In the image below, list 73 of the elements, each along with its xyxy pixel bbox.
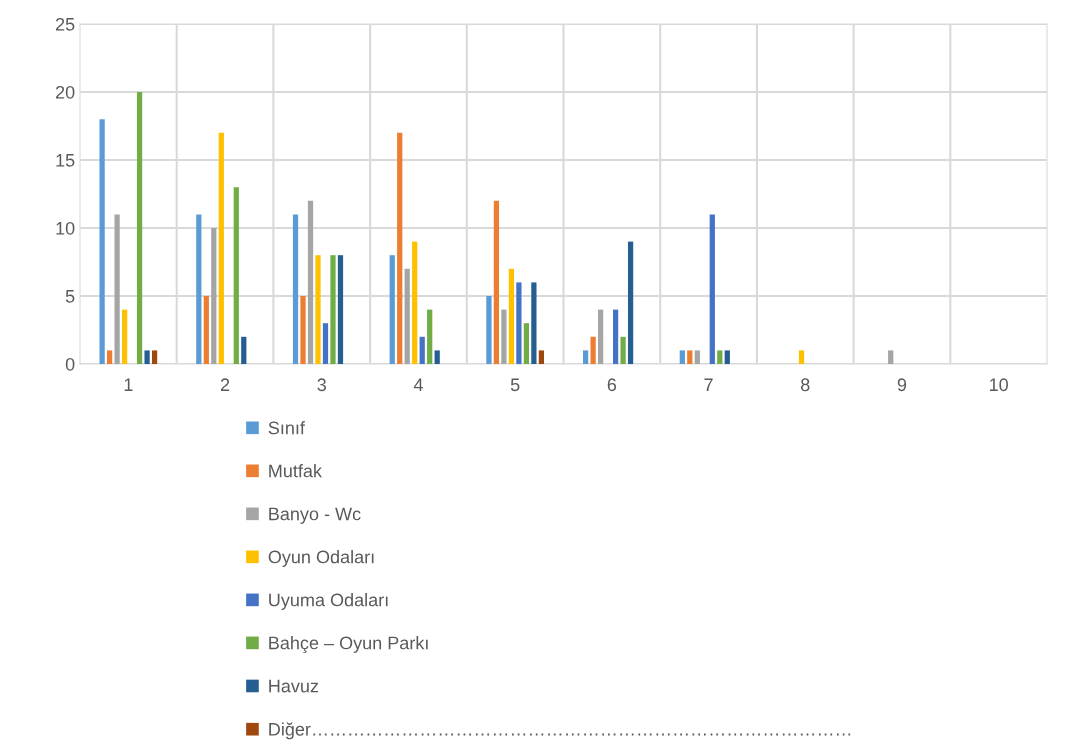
bar — [322, 323, 329, 364]
bar — [211, 228, 217, 364]
x-tick-label: 4 — [413, 378, 423, 391]
bar — [337, 255, 344, 364]
y-tick-label: 5 — [65, 290, 75, 303]
bar — [486, 296, 492, 364]
y-tick-label: 25 — [55, 17, 75, 31]
bar — [516, 282, 522, 364]
bar — [151, 350, 158, 364]
bar — [597, 309, 604, 364]
bar — [144, 350, 150, 364]
bar — [121, 309, 128, 364]
x-tick-label: 10 — [989, 378, 1008, 392]
bar — [612, 309, 619, 364]
bar — [427, 309, 433, 364]
bar — [397, 132, 403, 364]
bar — [627, 241, 634, 364]
legend-label: Bahçe – Oyun Parkı — [269, 636, 428, 654]
x-tick-label: 5 — [510, 378, 520, 392]
bar — [315, 255, 321, 364]
bar — [694, 350, 700, 364]
y-tick-label: 15 — [56, 154, 75, 167]
bar — [679, 350, 685, 364]
bar — [709, 214, 715, 364]
bar — [531, 282, 537, 364]
bar — [330, 255, 336, 364]
legend-label: Oyun Odaları — [268, 550, 374, 567]
bar — [203, 296, 209, 364]
bar — [798, 350, 805, 364]
y-tick-label: 0 — [65, 357, 75, 371]
x-tick-label: 1 — [124, 378, 133, 391]
bar — [434, 350, 440, 364]
bar — [292, 214, 299, 364]
bar — [218, 132, 224, 364]
bar — [888, 350, 894, 364]
bar — [307, 200, 314, 364]
bar — [404, 268, 410, 364]
legend-label: Uyuma Odaları — [269, 593, 388, 610]
x-tick-label: 6 — [607, 378, 617, 392]
bar — [99, 119, 105, 364]
bar — [233, 187, 239, 364]
bar — [412, 241, 418, 364]
legend-label: Sınıf — [268, 421, 305, 435]
bar — [583, 350, 589, 364]
bar — [523, 323, 530, 364]
x-tick-label: 3 — [317, 378, 326, 392]
bar — [241, 336, 247, 364]
bar — [590, 336, 596, 364]
y-tick-label: 20 — [55, 85, 75, 99]
bar — [687, 350, 693, 364]
legend-label: Diğer……………………………………………………………………………… — [269, 722, 851, 740]
x-tick-label: 7 — [704, 378, 713, 391]
bar — [620, 336, 626, 364]
bar — [493, 200, 500, 364]
bar — [508, 268, 515, 364]
x-tick-label: 9 — [897, 378, 907, 392]
bar — [724, 350, 730, 364]
bar — [389, 255, 395, 364]
bar — [114, 214, 120, 364]
y-tick-label: 10 — [56, 221, 75, 235]
bar — [196, 214, 202, 364]
bar — [717, 350, 723, 364]
bar — [419, 336, 425, 364]
bar — [300, 296, 306, 364]
legend-label: Banyo - Wc — [269, 507, 361, 524]
legend-label: Havuz — [269, 679, 319, 693]
x-tick-label: 8 — [801, 378, 810, 392]
bar — [538, 350, 544, 364]
bar — [106, 350, 113, 364]
bar — [136, 92, 143, 364]
bar — [501, 309, 507, 364]
legend-label: Mutfak — [269, 464, 323, 478]
x-tick-label: 2 — [220, 378, 230, 391]
